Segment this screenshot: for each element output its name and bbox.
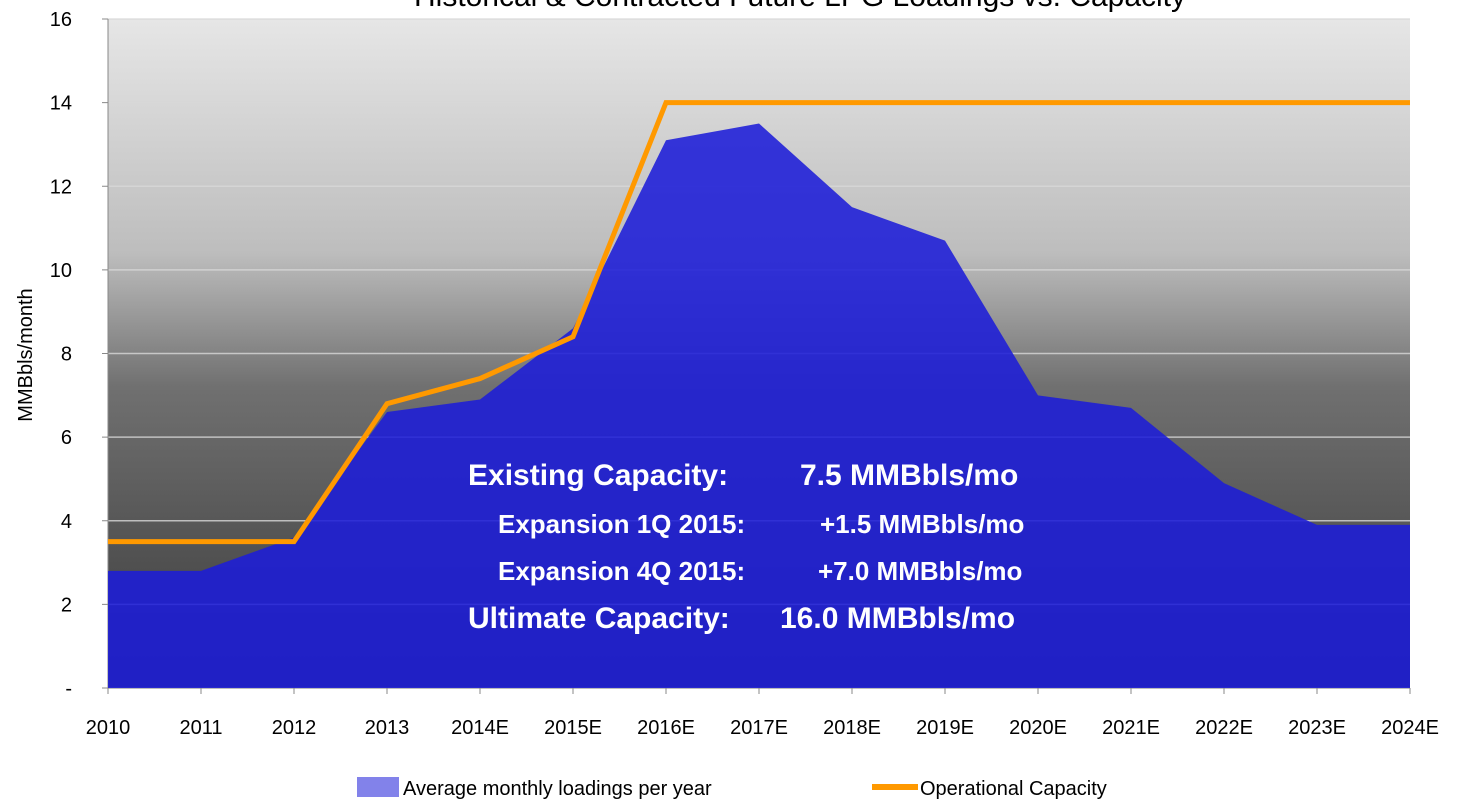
legend-swatch [357, 777, 399, 797]
x-tick-label: 2015E [544, 717, 602, 739]
annotation-label: Expansion 1Q 2015: [498, 509, 745, 539]
y-tick-label: 2 [61, 594, 72, 616]
annotation-value: 16.0 MMBbls/mo [780, 602, 1015, 635]
y-tick-label: 4 [61, 511, 72, 533]
x-tick-label: 2019E [916, 717, 974, 739]
y-axis-label: MMBbls/month [15, 288, 37, 421]
x-tick-label: 2018E [823, 717, 881, 739]
y-tick-label: - [65, 678, 72, 700]
annotation-value: +1.5 MMBbls/mo [820, 509, 1024, 539]
legend-label: Average monthly loadings per year [403, 778, 712, 800]
x-tick-label: 2024E [1381, 717, 1439, 739]
x-tick-label: 2020E [1009, 717, 1067, 739]
annotation-value: +7.0 MMBbls/mo [818, 556, 1022, 586]
annotation-label: Existing Capacity: [468, 459, 728, 492]
y-tick-label: 6 [61, 427, 72, 449]
x-tick-label: 2011 [179, 717, 222, 739]
y-tick-label: 12 [50, 176, 72, 198]
legend-label: Operational Capacity [920, 778, 1107, 800]
x-tick-label: 2012 [272, 717, 317, 739]
x-tick-label: 2017E [730, 717, 788, 739]
x-tick-label: 2021E [1102, 717, 1160, 739]
area [108, 123, 1410, 688]
y-tick-label: 10 [50, 260, 72, 282]
x-tick-label: 2010 [86, 717, 131, 739]
y-tick-label: 14 [50, 93, 72, 115]
annotation-value: 7.5 MMBbls/mo [800, 459, 1018, 492]
chart-title: Historical & Contracted Future LPG Loadi… [414, 0, 1186, 13]
annotation-label: Expansion 4Q 2015: [498, 556, 745, 586]
line [108, 100, 1410, 545]
annotation-label: Ultimate Capacity: [468, 602, 730, 635]
x-tick-label: 2023E [1288, 717, 1346, 739]
x-tick-label: 2014E [451, 717, 509, 739]
x-tick-label: 2016E [637, 717, 695, 739]
x-tick-label: 2013 [365, 717, 410, 739]
y-tick-label: 16 [50, 9, 72, 31]
x-tick-label: 2022E [1195, 717, 1253, 739]
y-tick-label: 8 [61, 344, 72, 366]
